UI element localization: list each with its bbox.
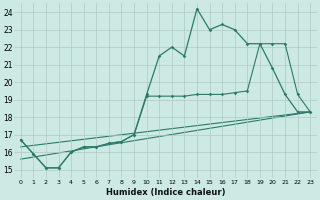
X-axis label: Humidex (Indice chaleur): Humidex (Indice chaleur) — [106, 188, 225, 197]
